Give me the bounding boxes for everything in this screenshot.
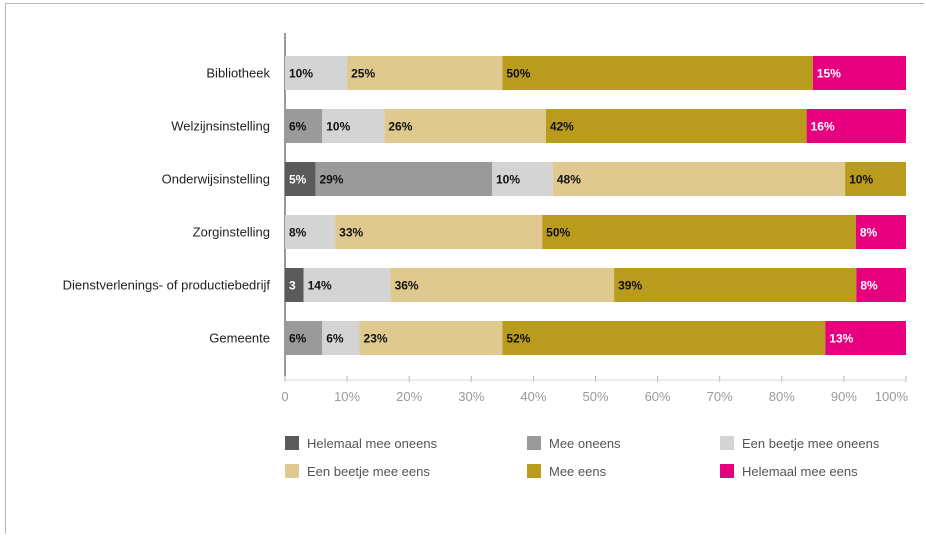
legend-label-een-beetje-mee-oneens: Een beetje mee oneens [742,436,880,451]
legend-swatch-helemaal-mee-oneens [285,436,299,450]
data-label-dienstverlenings-of-productiebedrijf-helemaal-mee-oneens: 3 [289,279,296,293]
x-tick-label: 60% [645,389,671,404]
bar-segment-onderwijsinstelling-helemaal-mee-oneens [285,162,316,196]
data-label-welzijnsinstelling-een-beetje-mee-eens: 26% [388,120,412,134]
x-tick-label: 10% [334,389,360,404]
bar-segment-zorginstelling-een-beetje-mee-oneens [285,215,336,249]
bar-segment-welzijnsinstelling-mee-eens [545,109,807,143]
data-label-gemeente-helemaal-mee-eens: 13% [829,332,853,346]
bar-segment-bibliotheek-mee-eens [502,56,813,90]
data-label-bibliotheek-een-beetje-mee-eens: 25% [351,67,375,81]
data-label-welzijnsinstelling-mee-oneens: 6% [289,120,307,134]
x-tick-label: 50% [582,389,608,404]
data-label-zorginstelling-helemaal-mee-eens: 8% [860,226,878,240]
bar-segment-zorginstelling-een-beetje-mee-eens [335,215,543,249]
bar-segment-welzijnsinstelling-helemaal-mee-eens [806,109,906,143]
legend-swatch-mee-oneens [527,436,541,450]
bar-segment-gemeente-een-beetje-mee-eens [359,321,503,355]
data-label-zorginstelling-een-beetje-mee-eens: 33% [339,226,363,240]
data-label-welzijnsinstelling-mee-eens: 42% [550,120,574,134]
category-label-gemeente: Gemeente [209,331,270,346]
bar-segment-dienstverlenings-of-productiebedrijf-helemaal-mee-oneens [285,268,304,302]
bar-segment-zorginstelling-helemaal-mee-eens [855,215,906,249]
x-tick-label: 20% [396,389,422,404]
data-label-gemeente-een-beetje-mee-oneens: 6% [326,332,344,346]
data-label-welzijnsinstelling-helemaal-mee-eens: 16% [811,120,835,134]
data-label-gemeente-een-beetje-mee-eens: 23% [364,332,388,346]
bar-segment-welzijnsinstelling-een-beetje-mee-oneens [322,109,385,143]
bar-segment-gemeente-een-beetje-mee-oneens [322,321,360,355]
x-tick-label: 100% [875,389,909,404]
legend-label-mee-oneens: Mee oneens [549,436,621,451]
legend-swatch-mee-eens [527,464,541,478]
legend-label-helemaal-mee-eens: Helemaal mee eens [742,464,858,479]
data-label-gemeente-mee-eens: 52% [506,332,530,346]
category-label-dienstverlenings-of-productiebedrijf: Dienstverlenings- of productiebedrijf [63,278,271,293]
bar-segment-dienstverlenings-of-productiebedrijf-mee-eens [614,268,857,302]
data-label-zorginstelling-een-beetje-mee-oneens: 8% [289,226,307,240]
data-label-gemeente-mee-oneens: 6% [289,332,307,346]
data-label-onderwijsinstelling-een-beetje-mee-oneens: 10% [496,173,520,187]
legend-label-een-beetje-mee-eens: Een beetje mee eens [307,464,430,479]
bar-segment-bibliotheek-helemaal-mee-eens [812,56,906,90]
bar-segment-bibliotheek-een-beetje-mee-eens [347,56,503,90]
data-label-zorginstelling-mee-eens: 50% [546,226,570,240]
bar-segment-onderwijsinstelling-een-beetje-mee-oneens [492,162,553,196]
data-label-onderwijsinstelling-helemaal-mee-oneens: 5% [289,173,307,187]
data-label-dienstverlenings-of-productiebedrijf-mee-eens: 39% [618,279,642,293]
bar-segment-welzijnsinstelling-een-beetje-mee-eens [384,109,546,143]
legend-swatch-een-beetje-mee-oneens [720,436,734,450]
x-tick-label: 90% [831,389,857,404]
bar-segment-bibliotheek-een-beetje-mee-oneens [285,56,348,90]
category-label-welzijnsinstelling: Welzijnsinstelling [171,119,270,134]
x-tick-label: 40% [520,389,546,404]
bar-segment-onderwijsinstelling-een-beetje-mee-eens [552,162,846,196]
bar-segment-gemeente-helemaal-mee-eens [825,321,906,355]
x-tick-label: 80% [769,389,795,404]
bar-segment-gemeente-mee-oneens [285,321,323,355]
category-label-zorginstelling: Zorginstelling [193,225,270,240]
bar-segment-welzijnsinstelling-mee-oneens [285,109,323,143]
data-label-bibliotheek-een-beetje-mee-oneens: 10% [289,67,313,81]
data-label-dienstverlenings-of-productiebedrijf-een-beetje-mee-oneens: 14% [308,279,332,293]
legend-swatch-helemaal-mee-eens [720,464,734,478]
bar-segment-dienstverlenings-of-productiebedrijf-een-beetje-mee-oneens [303,268,391,302]
category-label-bibliotheek: Bibliotheek [206,66,270,81]
chart-frame [5,3,924,534]
legend-label-mee-eens: Mee eens [549,464,607,479]
bar-segment-gemeente-mee-eens [502,321,826,355]
data-label-dienstverlenings-of-productiebedrijf-helemaal-mee-eens: 8% [860,279,878,293]
bar-segment-onderwijsinstelling-mee-eens [845,162,906,196]
bar-segment-dienstverlenings-of-productiebedrijf-een-beetje-mee-eens [390,268,615,302]
legend-swatch-een-beetje-mee-eens [285,464,299,478]
bar-segment-onderwijsinstelling-mee-oneens [315,162,492,196]
x-tick-label: 30% [458,389,484,404]
data-label-welzijnsinstelling-een-beetje-mee-oneens: 10% [326,120,350,134]
data-label-bibliotheek-mee-eens: 50% [506,67,530,81]
bar-segment-zorginstelling-mee-eens [542,215,856,249]
legend-label-helemaal-mee-oneens: Helemaal mee oneens [307,436,438,451]
data-label-onderwijsinstelling-een-beetje-mee-eens: 48% [557,173,581,187]
x-tick-label: 0 [281,389,288,404]
x-tick-label: 70% [707,389,733,404]
category-label-onderwijsinstelling: Onderwijsinstelling [162,172,270,187]
data-label-onderwijsinstelling-mee-eens: 10% [849,173,873,187]
data-label-dienstverlenings-of-productiebedrijf-een-beetje-mee-eens: 36% [395,279,419,293]
bar-segment-dienstverlenings-of-productiebedrijf-helemaal-mee-eens [856,268,906,302]
data-label-onderwijsinstelling-mee-oneens: 29% [319,173,343,187]
data-label-bibliotheek-helemaal-mee-eens: 15% [817,67,841,81]
